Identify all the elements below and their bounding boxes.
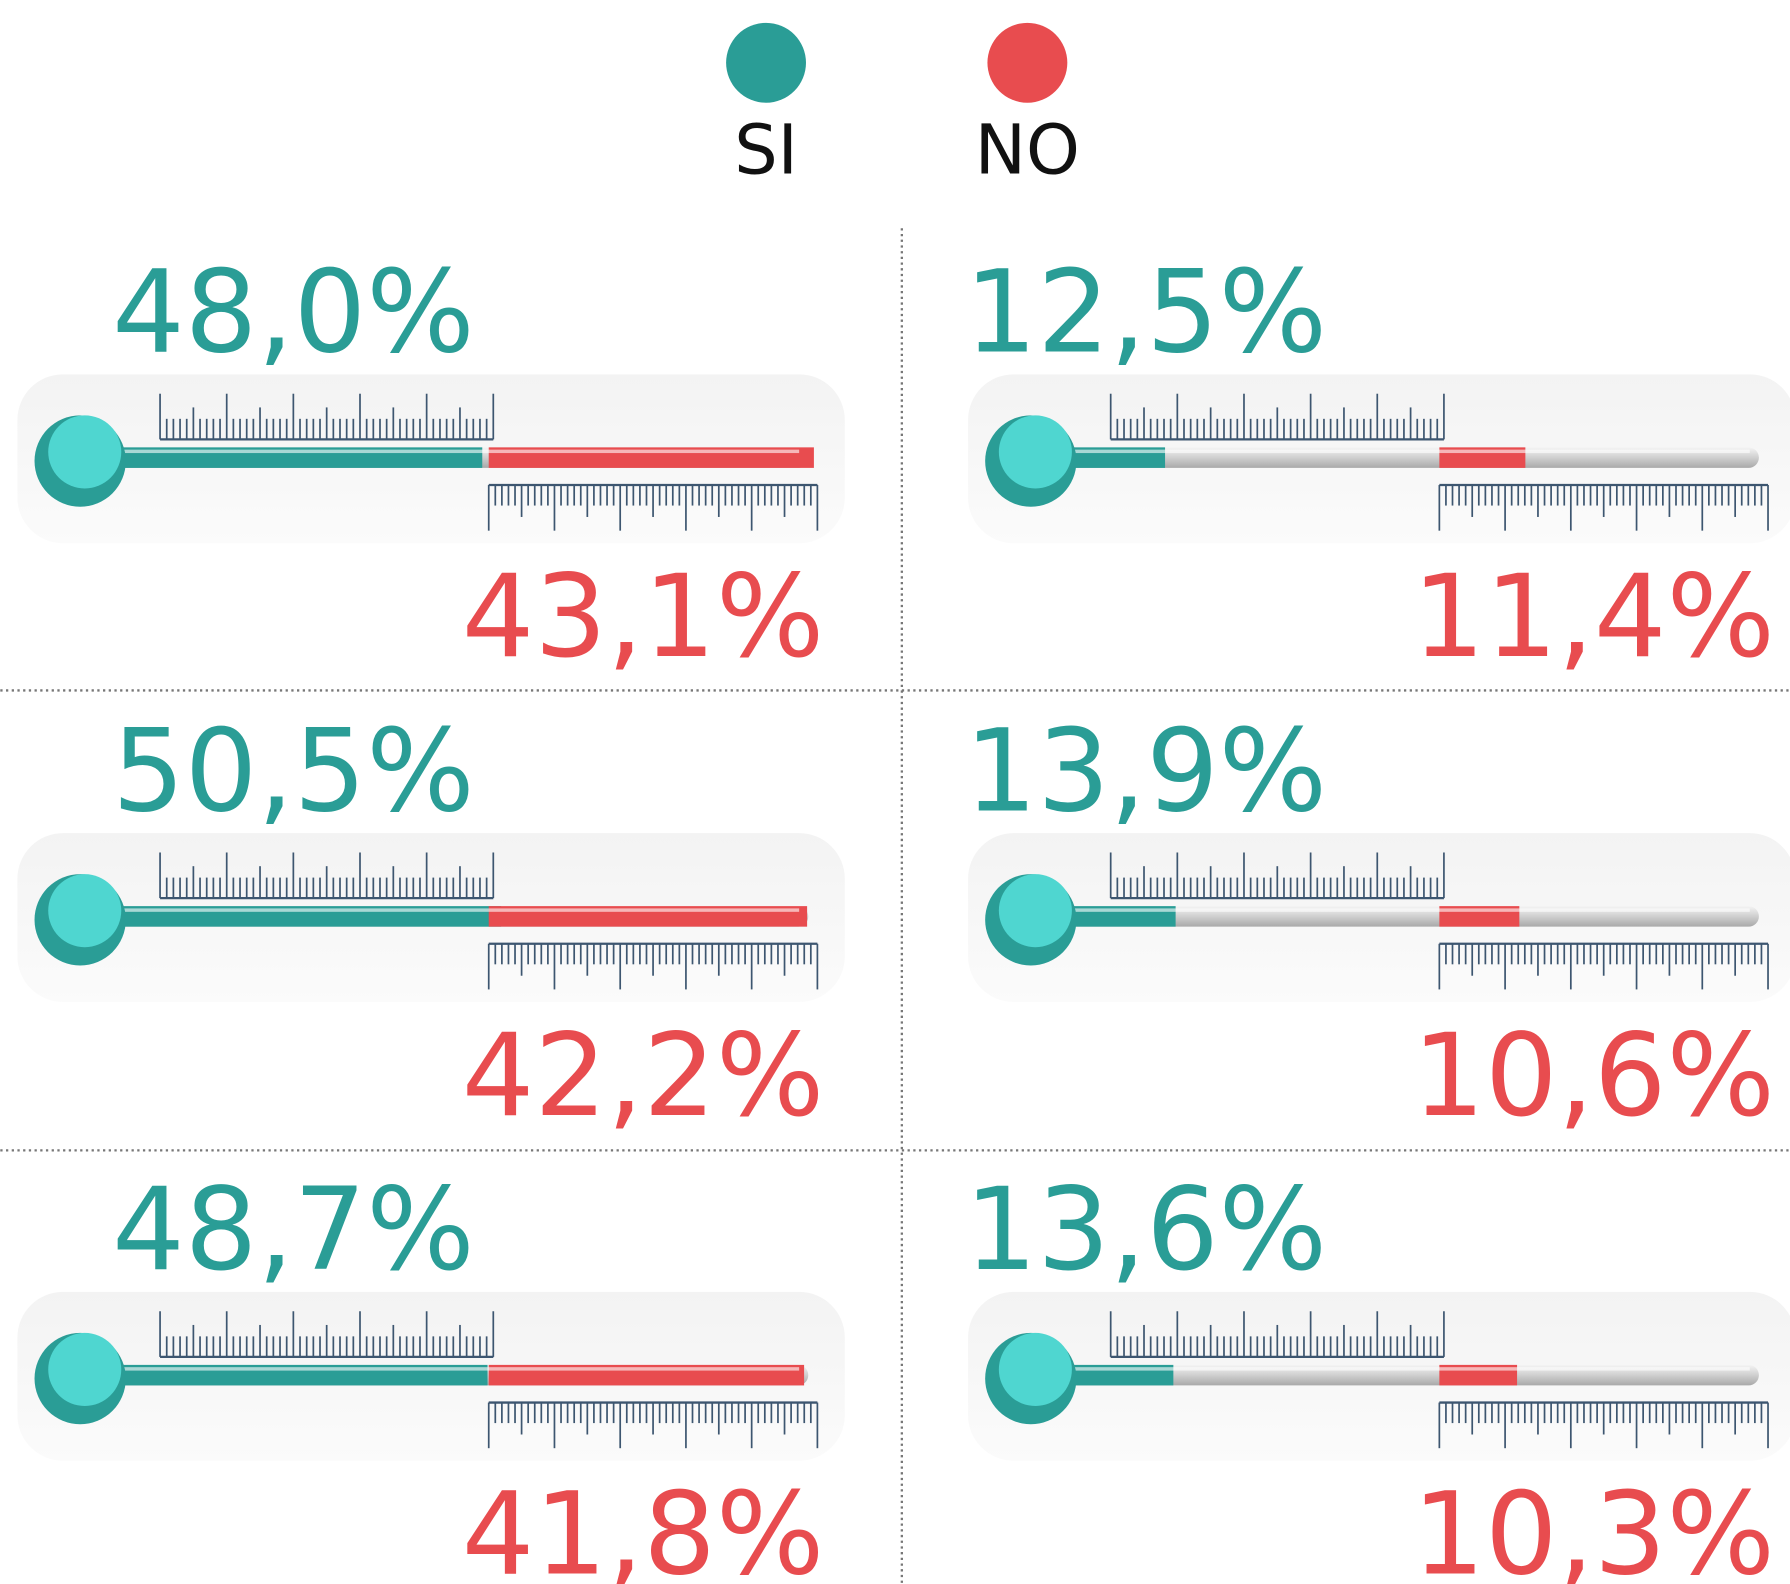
si-value-label: 48,0% — [112, 245, 475, 378]
no-value-label: 10,6% — [1412, 1009, 1775, 1142]
si-value-label: 48,7% — [112, 1163, 475, 1296]
legend-swatch — [726, 22, 806, 103]
no-value-label: 41,8% — [462, 1468, 824, 1584]
bulb — [998, 415, 1072, 489]
tube-highlight — [1070, 908, 1750, 912]
si-value-label: 13,6% — [965, 1163, 1328, 1296]
bulb — [48, 415, 122, 489]
tube-highlight — [120, 908, 800, 912]
si-value-label: 13,9% — [965, 704, 1328, 837]
legend-label: SI — [734, 110, 798, 190]
bulb — [998, 874, 1072, 948]
legend-label: NO — [975, 110, 1080, 190]
no-value-label: 11,4% — [1412, 550, 1775, 683]
tube-highlight — [1070, 449, 1750, 454]
tube-highlight — [120, 449, 800, 454]
si-value-label: 50,5% — [112, 704, 475, 837]
tube-highlight — [120, 1367, 800, 1371]
legend-swatch — [987, 22, 1068, 103]
tube-highlight — [1070, 1367, 1750, 1371]
si-value-label: 12,5% — [965, 245, 1328, 378]
no-value-label: 42,2% — [462, 1009, 824, 1142]
no-value-label: 43,1% — [462, 550, 824, 683]
bulb — [48, 1332, 122, 1406]
bulb — [48, 874, 122, 948]
bulb — [998, 1332, 1072, 1406]
no-value-label: 10,3% — [1412, 1468, 1775, 1584]
